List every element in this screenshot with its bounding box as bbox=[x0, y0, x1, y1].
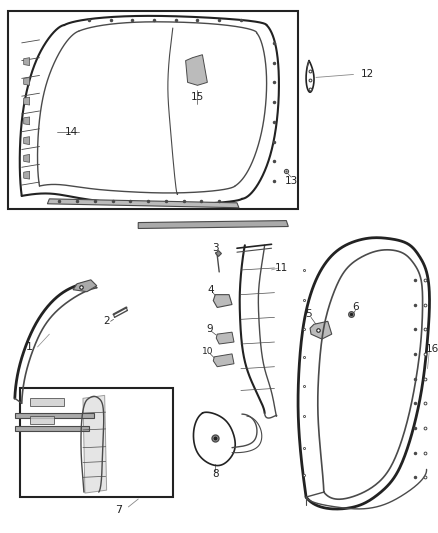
Text: 3: 3 bbox=[212, 243, 219, 253]
Text: 11: 11 bbox=[275, 263, 288, 273]
Polygon shape bbox=[138, 221, 288, 229]
Text: 10: 10 bbox=[201, 348, 213, 357]
Polygon shape bbox=[24, 136, 30, 144]
Polygon shape bbox=[83, 395, 106, 493]
Bar bbox=[8, 11, 298, 209]
Text: 6: 6 bbox=[352, 302, 359, 312]
Polygon shape bbox=[30, 398, 64, 406]
Polygon shape bbox=[24, 97, 30, 105]
Text: 1: 1 bbox=[26, 342, 33, 352]
Text: 4: 4 bbox=[207, 285, 214, 295]
Polygon shape bbox=[213, 295, 232, 308]
Polygon shape bbox=[24, 77, 30, 85]
Polygon shape bbox=[186, 55, 207, 85]
Polygon shape bbox=[30, 416, 54, 424]
Polygon shape bbox=[216, 332, 234, 344]
Polygon shape bbox=[15, 413, 94, 418]
Polygon shape bbox=[24, 155, 30, 163]
Polygon shape bbox=[310, 321, 332, 339]
Polygon shape bbox=[24, 58, 30, 66]
Bar bbox=[20, 389, 173, 497]
Text: 7: 7 bbox=[115, 505, 122, 515]
Text: 13: 13 bbox=[285, 176, 298, 186]
Text: 16: 16 bbox=[426, 344, 438, 354]
Text: 2: 2 bbox=[103, 316, 110, 326]
Text: 9: 9 bbox=[206, 324, 212, 334]
Polygon shape bbox=[24, 171, 30, 179]
Polygon shape bbox=[15, 426, 89, 431]
Polygon shape bbox=[24, 117, 30, 125]
Text: 14: 14 bbox=[64, 127, 78, 137]
Text: 5: 5 bbox=[305, 309, 311, 319]
Polygon shape bbox=[73, 280, 97, 292]
Text: 12: 12 bbox=[360, 69, 374, 79]
Polygon shape bbox=[47, 199, 239, 208]
Text: 15: 15 bbox=[191, 92, 204, 102]
Polygon shape bbox=[213, 354, 234, 367]
Text: 8: 8 bbox=[212, 470, 219, 479]
